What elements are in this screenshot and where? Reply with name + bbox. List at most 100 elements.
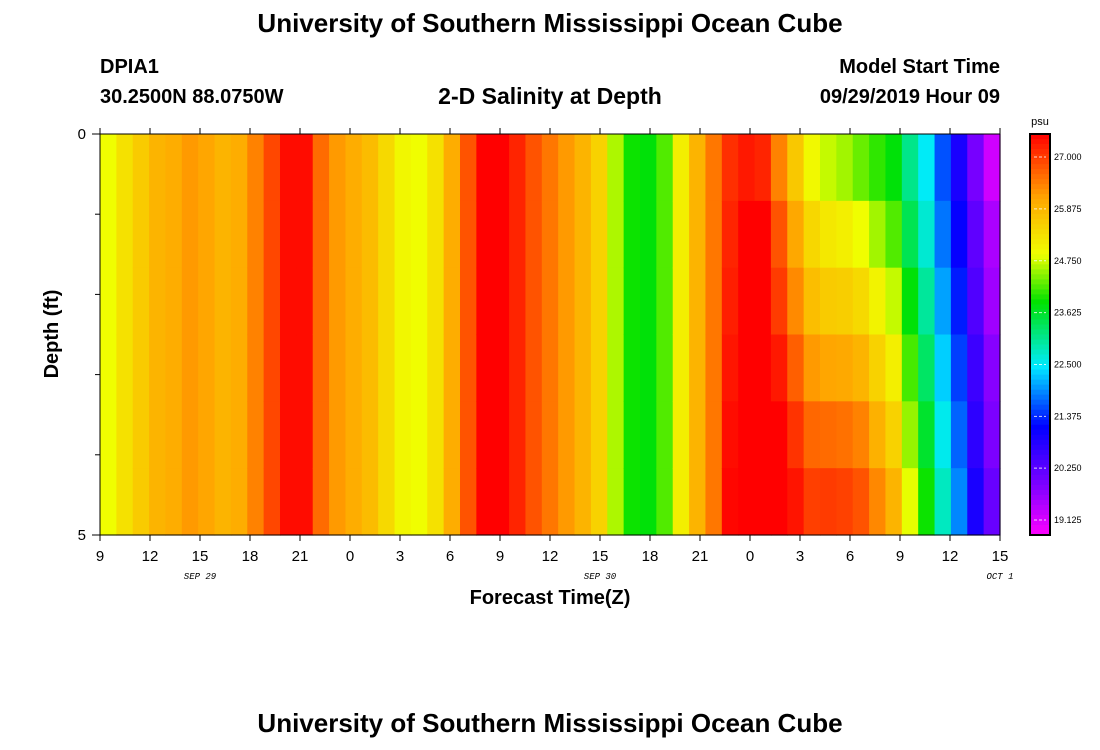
heatmap-cell — [541, 334, 559, 402]
heatmap-cell — [607, 134, 625, 202]
heatmap-cell — [280, 334, 297, 402]
colorbar-segment — [1030, 409, 1050, 416]
y-tick-label: 5 — [78, 527, 86, 544]
heatmap-cell — [280, 134, 297, 202]
heatmap-cell — [181, 334, 199, 402]
colorbar-segment — [1030, 229, 1050, 235]
x-tick-label: 15 — [992, 548, 1009, 565]
heatmap-cell — [950, 334, 968, 402]
heatmap-cell — [820, 134, 837, 202]
heatmap-cell — [754, 468, 772, 536]
heatmap-cell — [345, 401, 363, 469]
heatmap-cell — [427, 334, 445, 402]
colorbar-segment — [1030, 379, 1050, 386]
date-label: SEP 29 — [184, 572, 217, 582]
heatmap-cell — [378, 401, 396, 469]
heatmap-cell — [492, 134, 510, 202]
heatmap-cell — [230, 134, 248, 202]
heatmap-cell — [967, 134, 985, 202]
colorbar-segment — [1030, 189, 1050, 195]
heatmap-cell — [312, 267, 330, 336]
heatmap-cell — [934, 468, 952, 536]
heatmap-cell — [983, 134, 1001, 202]
colorbar-segment — [1030, 284, 1050, 290]
colorbar-segment — [1030, 204, 1050, 210]
heatmap-cell — [132, 134, 150, 202]
heatmap-cell — [721, 334, 739, 402]
colorbar-unit-label: psu — [1031, 116, 1049, 128]
heatmap-cell — [623, 134, 641, 202]
heatmap-cell — [607, 267, 625, 336]
heatmap-cell — [672, 200, 690, 269]
heatmap-cell — [230, 468, 248, 536]
heatmap-cell — [198, 334, 216, 402]
x-tick-label: 0 — [346, 548, 354, 565]
heatmap-cell — [509, 401, 527, 469]
heatmap-cell — [296, 134, 314, 202]
heatmap-cell — [427, 200, 445, 269]
heatmap-cell — [640, 134, 657, 202]
heatmap-cell — [181, 267, 199, 336]
heatmap-cell — [738, 200, 756, 269]
colorbar-segment — [1030, 164, 1050, 170]
heatmap-cell — [181, 401, 199, 469]
heatmap-cell — [705, 401, 723, 469]
heatmap-cell — [361, 200, 379, 269]
colorbar-segment — [1030, 264, 1050, 270]
heatmap-cell — [672, 468, 690, 536]
heatmap-cell — [754, 267, 772, 336]
colorbar-segment — [1030, 259, 1050, 265]
heatmap-cell — [803, 200, 821, 269]
heatmap-cell — [460, 134, 477, 202]
colorbar-segment — [1030, 269, 1050, 275]
heatmap-cell — [901, 401, 919, 469]
heatmap-cell — [558, 267, 576, 336]
heatmap-cell — [280, 267, 297, 336]
heatmap-cell — [132, 334, 150, 402]
heatmap-cell — [247, 200, 265, 269]
heatmap-cell — [950, 134, 968, 202]
colorbar-segment — [1030, 414, 1050, 421]
heatmap-cell — [361, 334, 379, 402]
heatmap-cell — [296, 267, 314, 336]
heatmap-cell — [738, 134, 756, 202]
x-tick-label: 9 — [496, 548, 504, 565]
heatmap-cell — [230, 401, 248, 469]
colorbar-tick-label: 21.375 — [1054, 411, 1082, 421]
heatmap-cell — [820, 334, 837, 402]
colorbar-segment — [1030, 509, 1050, 516]
heatmap-cell — [460, 468, 477, 536]
heatmap-cell — [410, 468, 428, 536]
heatmap-cell — [590, 134, 608, 202]
heatmap-cell — [721, 401, 739, 469]
heatmap-cell — [869, 334, 887, 402]
heatmap-cell — [263, 334, 281, 402]
heatmap-cell — [198, 267, 216, 336]
colorbar-segment — [1030, 529, 1050, 536]
heatmap-cell — [623, 267, 641, 336]
heatmap-cell — [558, 200, 576, 269]
x-tick-label: 12 — [542, 548, 559, 565]
colorbar-segment — [1030, 344, 1050, 351]
heatmap-cell — [640, 334, 657, 402]
heatmap-cell — [181, 200, 199, 269]
heatmap-cell — [918, 468, 936, 536]
colorbar-segment — [1030, 359, 1050, 366]
heatmap-cell — [623, 468, 641, 536]
heatmap-cell — [754, 401, 772, 469]
heatmap-cell — [361, 401, 379, 469]
heatmap-cell — [443, 468, 461, 536]
x-tick-label: 9 — [96, 548, 104, 565]
colorbar-segment — [1030, 179, 1050, 185]
heatmap-cell — [541, 267, 559, 336]
heatmap-cell — [541, 200, 559, 269]
colorbar-segment — [1030, 354, 1050, 361]
colorbar-tick-label: 23.625 — [1054, 308, 1082, 318]
heatmap-cell — [869, 200, 887, 269]
heatmap-cell — [820, 401, 837, 469]
heatmap-cell — [149, 267, 167, 336]
colorbar-segment — [1030, 374, 1050, 381]
colorbar-segment — [1030, 469, 1050, 476]
heatmap-cell — [165, 401, 183, 469]
